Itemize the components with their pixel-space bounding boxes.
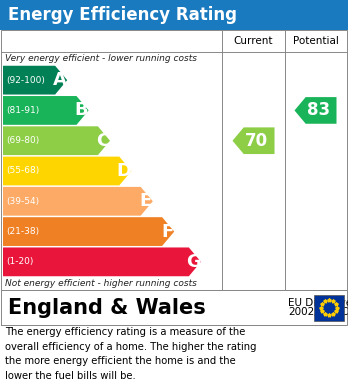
Bar (314, 294, 344, 321)
Polygon shape (3, 248, 201, 276)
Text: (92-100): (92-100) (6, 75, 45, 84)
Text: The energy efficiency rating is a measure of the
overall efficiency of a home. T: The energy efficiency rating is a measur… (5, 327, 256, 380)
Polygon shape (232, 127, 275, 154)
Bar (1, 30, 347, 290)
Polygon shape (3, 66, 67, 95)
Text: (39-54): (39-54) (6, 197, 39, 206)
Polygon shape (3, 157, 132, 185)
Text: E: E (140, 192, 152, 210)
Text: EU Directive: EU Directive (288, 298, 348, 307)
Text: Current: Current (234, 36, 273, 46)
Text: F: F (161, 222, 173, 240)
Text: C: C (96, 132, 110, 150)
Text: England & Wales: England & Wales (8, 298, 206, 317)
Text: Potential: Potential (293, 36, 339, 46)
Text: Not energy efficient - higher running costs: Not energy efficient - higher running co… (5, 279, 197, 288)
Polygon shape (3, 187, 153, 216)
Bar (0, 0, 348, 30)
Text: 2002/91/EC: 2002/91/EC (288, 307, 348, 317)
Polygon shape (3, 217, 174, 246)
Text: G: G (187, 253, 201, 271)
Polygon shape (3, 96, 89, 125)
Text: Very energy efficient - lower running costs: Very energy efficient - lower running co… (5, 54, 197, 63)
Text: (81-91): (81-91) (6, 106, 39, 115)
Text: (55-68): (55-68) (6, 167, 39, 176)
Text: (21-38): (21-38) (6, 227, 39, 236)
Text: D: D (117, 162, 132, 180)
Text: Energy Efficiency Rating: Energy Efficiency Rating (8, 6, 237, 24)
Text: B: B (75, 101, 88, 119)
Polygon shape (3, 126, 110, 155)
Polygon shape (294, 97, 337, 124)
Text: 83: 83 (307, 101, 330, 119)
Text: (69-80): (69-80) (6, 136, 39, 145)
Text: (1-20): (1-20) (6, 257, 33, 266)
Text: A: A (53, 71, 67, 89)
Text: 70: 70 (245, 132, 268, 150)
Bar (1, 290, 347, 325)
